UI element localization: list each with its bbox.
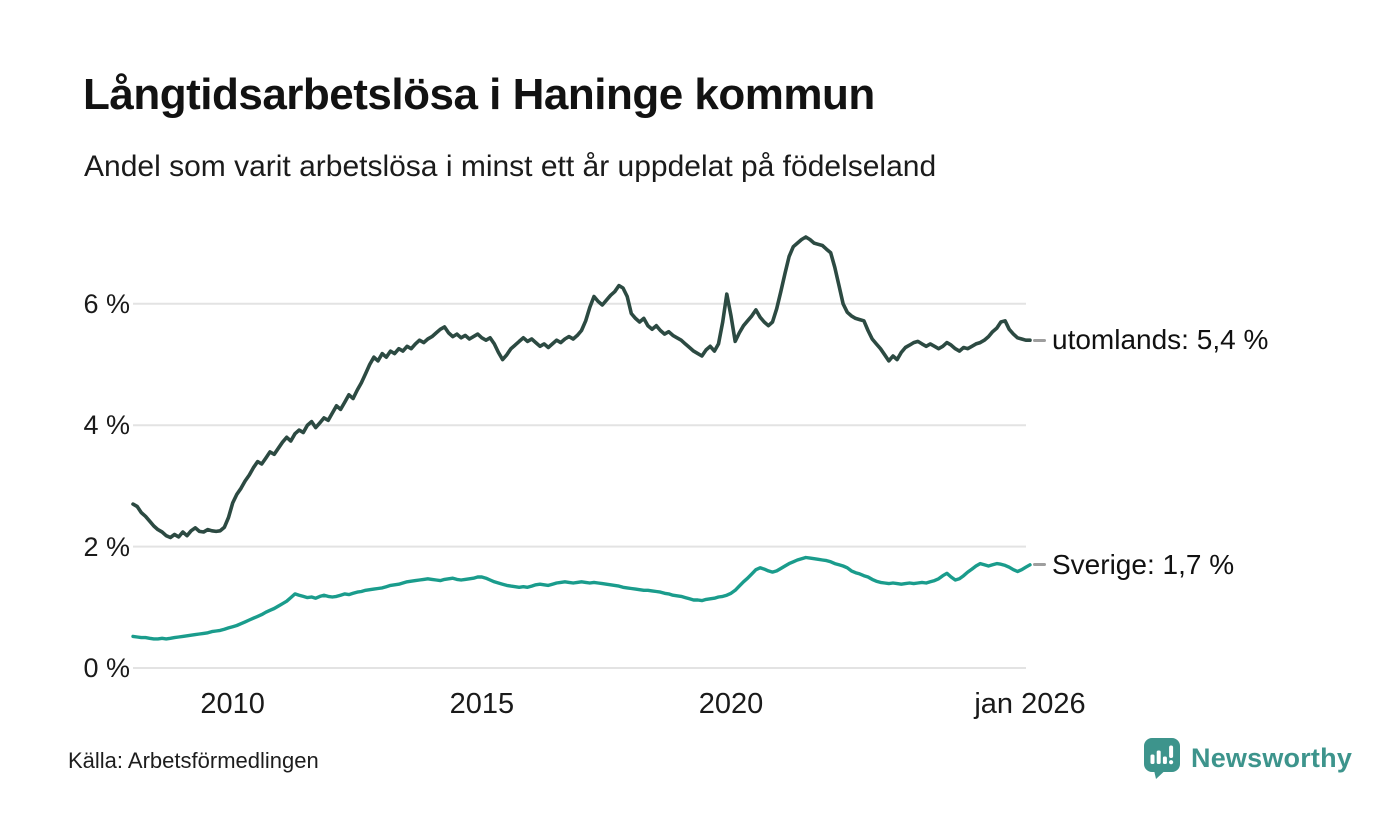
x-axis-tick-2015: 2015: [449, 688, 515, 720]
series-sverige-line: [131, 555, 1032, 641]
x-axis-tick-jan2026: jan 2026: [974, 688, 1086, 720]
y-axis-tick-2: 2 %: [83, 531, 130, 562]
newsworthy-wordmark: Newsworthy: [1191, 743, 1353, 773]
newsworthy-logo: Newsworthy: [1143, 737, 1352, 780]
series-label-utomlands: utomlands: 5,4 %: [1052, 324, 1269, 356]
series-label-sverige: Sverige: 1,7 %: [1052, 548, 1235, 580]
page-title: Långtidsarbetslösa i Haninge kommun: [83, 70, 875, 119]
sverige-label-dash: [1033, 563, 1046, 567]
utomlands-label-dash: [1033, 338, 1046, 342]
source-note: Källa: Arbetsförmedlingen: [68, 748, 319, 773]
series-utomlands-line: [131, 235, 1032, 540]
y-axis-tick-6: 6 %: [83, 288, 130, 319]
x-axis-tick-2020: 2020: [698, 688, 764, 720]
newsworthy-icon: [1144, 738, 1180, 779]
y-axis-tick-0: 0 %: [83, 653, 130, 683]
page-subtitle: Andel som varit arbetslösa i minst ett å…: [84, 150, 937, 183]
y-axis-tick-4: 4 %: [83, 410, 130, 441]
gridlines: [133, 302, 1026, 669]
x-axis-tick-2010: 2010: [200, 688, 265, 720]
